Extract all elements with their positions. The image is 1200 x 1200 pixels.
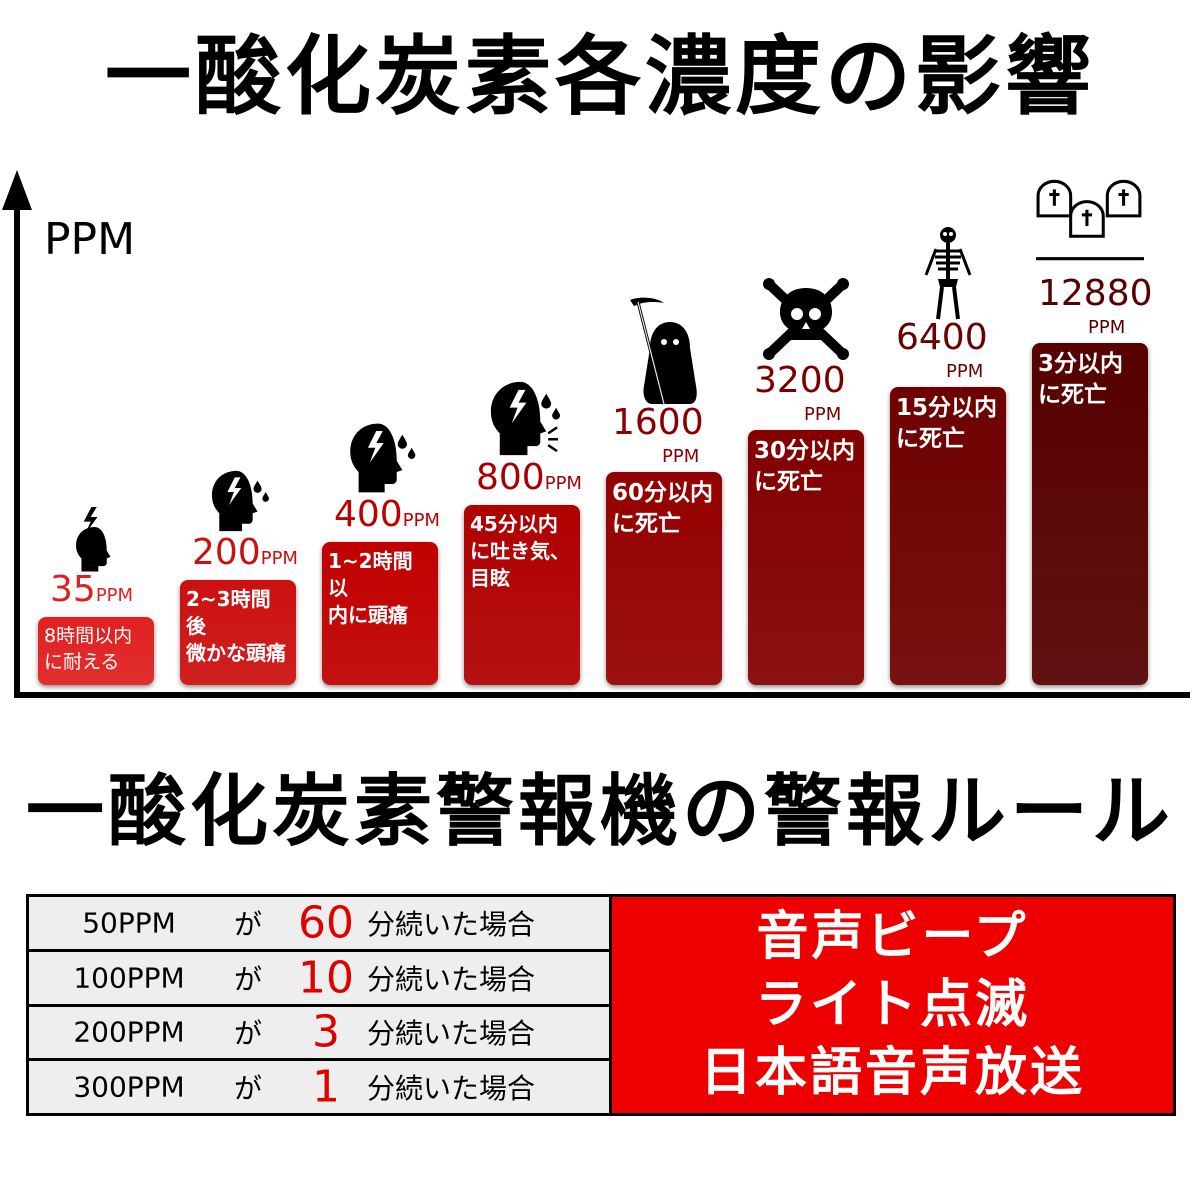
- page-title: 一酸化炭素各濃度の影響: [105, 27, 1095, 127]
- table-row: 50PPM が 60 分続いた場合: [29, 897, 609, 949]
- bar-effect-label: 3分以内 に死亡: [1038, 351, 1124, 408]
- rule-ga: が: [234, 1017, 263, 1051]
- rule-ppm: 300PPM: [73, 1070, 185, 1104]
- y-axis: [14, 200, 20, 696]
- bar: 45分以内 に吐き気、 目眩: [464, 505, 580, 685]
- action-voice: 日本語音声放送: [699, 1043, 1085, 1103]
- headache-dizzy-icon: [480, 376, 565, 461]
- bar-value-label: 35PPM: [50, 569, 134, 610]
- bar-effect-label: 15分以内 に死亡: [896, 395, 998, 452]
- headache-drops-icon: [203, 466, 273, 536]
- bar-unit-label: PPM: [804, 404, 842, 425]
- bar-unit-label: PPM: [946, 361, 984, 382]
- bar: 60分以内 に死亡: [606, 472, 722, 685]
- headache-drops-icon: [340, 418, 420, 498]
- bar-unit-label: PPM: [1088, 317, 1126, 338]
- alarm-rules-table: 50PPM が 60 分続いた場合 100PPM が 10 分続いた場合 200…: [26, 894, 1176, 1116]
- grim-reaper-icon: [609, 296, 719, 406]
- rule-ga: が: [234, 907, 263, 941]
- bar-value-label: 3200: [754, 360, 846, 401]
- bar: 30分以内 に死亡: [748, 430, 864, 685]
- rule-ppm: 100PPM: [73, 961, 185, 995]
- rule-ppm: 200PPM: [73, 1015, 185, 1049]
- rule-ga: が: [234, 1072, 263, 1106]
- action-light: ライト点滅: [754, 975, 1030, 1035]
- table-row: 300PPM が 1 分続いた場合: [29, 1061, 609, 1113]
- bar: 2~3時間後 微かな頭痛: [180, 580, 296, 685]
- rule-minutes: 3: [312, 1006, 340, 1058]
- bar-effect-label: 2~3時間後 微かな頭痛: [186, 587, 286, 665]
- rules-conditions: 50PPM が 60 分続いた場合 100PPM が 10 分続いた場合 200…: [29, 897, 609, 1113]
- rule-ppm: 50PPM: [82, 906, 176, 940]
- rule-minutes: 1: [312, 1061, 340, 1113]
- bar: 8時間以内 に耐える: [38, 617, 154, 685]
- bar: 1~2時間以 内に頭痛: [322, 542, 438, 685]
- headache-icon: [63, 507, 129, 573]
- rule-continued: 分続いた場合: [367, 1072, 536, 1106]
- bar-value-label: 1600: [612, 402, 704, 443]
- rule-continued: 分続いた場合: [367, 907, 536, 941]
- bar-value-label: 200PPM: [192, 532, 298, 573]
- rule-minutes: 10: [298, 952, 354, 1004]
- bar-effect-label: 1~2時間以 内に頭痛: [328, 549, 413, 627]
- rules-actions: 音声ビープ ライト点滅 日本語音声放送: [609, 897, 1173, 1113]
- bar: 15分以内 に死亡: [890, 387, 1006, 685]
- rule-minutes: 60: [298, 897, 354, 949]
- bar-effect-label: 30分以内 に死亡: [754, 438, 856, 495]
- rules-title: 一酸化炭素警報機の警報ルール: [25, 767, 1174, 857]
- skeleton-icon: [900, 225, 996, 321]
- bar-effect-label: 45分以内 に吐き気、 目眩: [470, 512, 570, 590]
- action-beep: 音声ビープ: [756, 907, 1029, 967]
- rule-ga: が: [234, 962, 263, 996]
- table-row: 100PPM が 10 分続いた場合: [29, 951, 609, 1004]
- bar-value-label: 400PPM: [334, 494, 440, 535]
- bar-value-label: 12880: [1038, 273, 1153, 314]
- rule-continued: 分続いた場合: [367, 962, 536, 996]
- tombstones-icon: [1034, 165, 1146, 277]
- bar-effect-label: 8時間以内 に耐える: [44, 625, 133, 673]
- bar-unit-label: PPM: [662, 446, 700, 467]
- x-axis: [14, 692, 1190, 698]
- bar-value-label: 800PPM: [476, 457, 582, 498]
- bar-effect-label: 60分以内 に死亡: [612, 480, 714, 537]
- bar-value-label: 6400: [896, 317, 988, 358]
- skull-crossbones-icon: [761, 274, 851, 364]
- y-axis-label: PPM: [44, 214, 136, 265]
- bar: 3分以内 に死亡: [1032, 343, 1148, 685]
- table-row: 200PPM が 3 分続いた場合: [29, 1006, 609, 1059]
- rule-continued: 分続いた場合: [367, 1017, 536, 1051]
